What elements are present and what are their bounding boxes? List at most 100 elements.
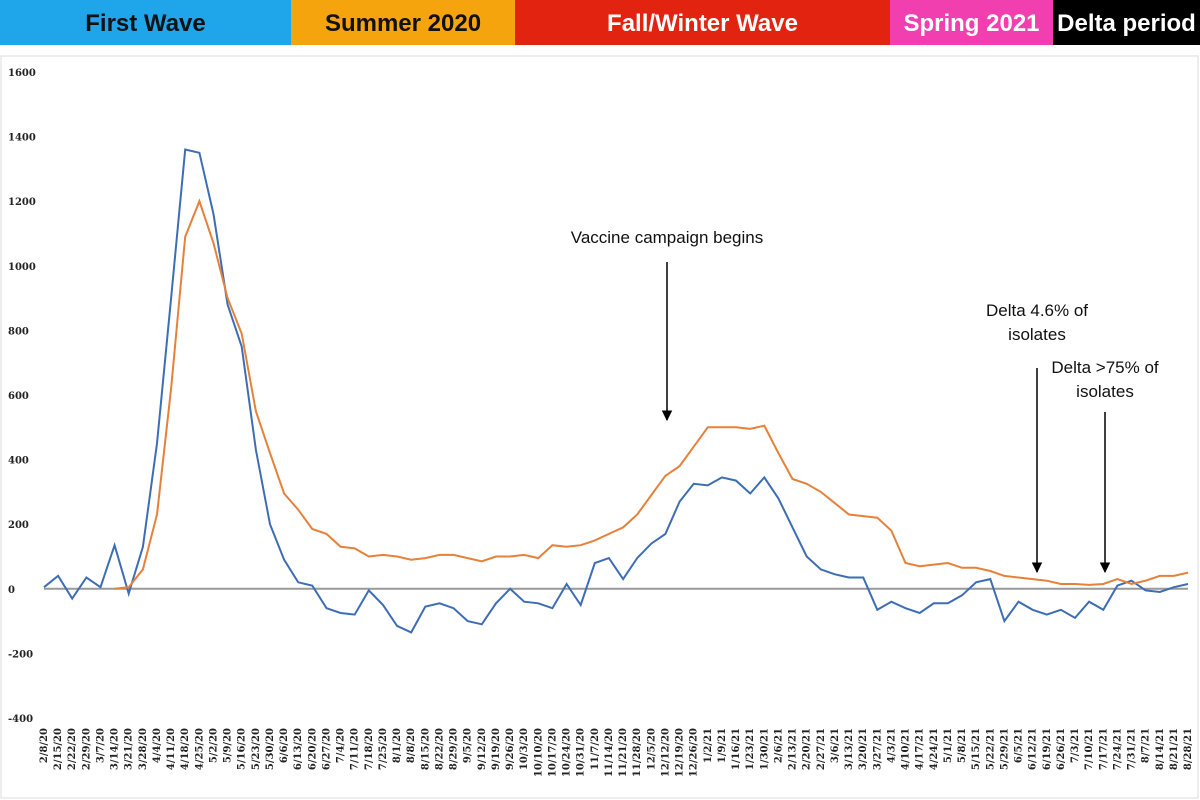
x-tick-label: 5/9/20 xyxy=(223,728,234,763)
period-label: Delta period xyxy=(1057,10,1196,37)
y-tick-label: 1000 xyxy=(8,262,36,273)
x-tick-label: 4/17/21 xyxy=(915,728,926,770)
chart-frame xyxy=(0,55,1199,799)
annotation: isolates xyxy=(1076,382,1134,401)
x-tick-label: 1/30/21 xyxy=(759,728,770,770)
period-label: Fall/Winter Wave xyxy=(607,10,798,37)
x-tick-label: 11/7/20 xyxy=(590,728,601,770)
x-tick-label: 9/19/20 xyxy=(491,728,502,770)
x-tick-label: 1/16/21 xyxy=(731,728,742,770)
x-tick-label: 4/24/21 xyxy=(929,728,940,770)
x-tick-label: 7/17/21 xyxy=(1098,728,1109,770)
x-tick-label: 5/16/20 xyxy=(237,728,248,770)
x-tick-label: 8/22/20 xyxy=(434,728,445,770)
x-tick-label: 9/12/20 xyxy=(477,728,488,770)
x-tick-label: 4/18/20 xyxy=(180,728,191,770)
annotation: Delta 4.6% of xyxy=(986,301,1088,320)
x-tick-label: 2/29/20 xyxy=(81,728,92,770)
x-tick-label: 10/24/20 xyxy=(562,728,573,777)
y-tick-label: 400 xyxy=(8,456,29,467)
period-band xyxy=(291,0,515,45)
x-tick-label: 12/19/20 xyxy=(675,728,686,777)
x-tick-label: 8/7/21 xyxy=(1141,728,1152,763)
x-tick-label: 7/3/21 xyxy=(1070,728,1081,763)
x-tick-label: 2/15/20 xyxy=(53,728,64,770)
x-tick-label: 6/6/20 xyxy=(279,728,290,763)
x-tick-label: 12/5/20 xyxy=(646,728,657,770)
x-tick-label: 6/12/21 xyxy=(1028,728,1039,770)
period-label: First Wave xyxy=(85,10,205,37)
x-tick-label: 6/19/21 xyxy=(1042,728,1053,770)
x-tick-label: 2/22/20 xyxy=(67,728,78,770)
x-tick-label: 5/1/21 xyxy=(943,728,954,763)
y-tick-label: -400 xyxy=(8,714,33,725)
period-band xyxy=(1053,0,1200,45)
x-tick-label: 2/20/21 xyxy=(802,728,813,770)
x-tick-label: 8/1/20 xyxy=(392,728,403,763)
x-tick-label: 6/20/20 xyxy=(307,728,318,770)
x-tick-label: 1/23/21 xyxy=(745,728,756,770)
x-tick-label: 3/27/21 xyxy=(872,728,883,770)
x-tick-label: 5/22/21 xyxy=(985,728,996,770)
x-tick-label: 2/13/21 xyxy=(788,728,799,770)
x-tick-label: 10/17/20 xyxy=(547,728,558,777)
x-tick-label: 9/26/20 xyxy=(505,728,516,770)
y-tick-label: 0 xyxy=(8,585,15,596)
x-tick-label: 5/30/20 xyxy=(265,728,276,770)
x-tick-label: 11/21/20 xyxy=(618,728,629,777)
y-tick-label: 1200 xyxy=(8,197,36,208)
x-tick-label: 4/10/21 xyxy=(901,728,912,770)
x-tick-label: 7/11/20 xyxy=(350,728,361,770)
period-band xyxy=(0,0,291,45)
x-tick-label: 3/28/20 xyxy=(138,728,149,770)
x-tick-label: 4/4/20 xyxy=(152,728,163,763)
x-tick-label: 8/14/21 xyxy=(1155,728,1166,770)
period-band xyxy=(515,0,890,45)
series-line xyxy=(43,148,1189,634)
x-tick-label: 8/29/20 xyxy=(449,728,460,770)
x-tick-label: 7/18/20 xyxy=(364,728,375,770)
x-tick-label: 6/13/20 xyxy=(293,728,304,770)
x-tick-label: 5/2/20 xyxy=(208,728,219,763)
y-tick-label: 600 xyxy=(8,391,29,402)
x-tick-label: 3/7/20 xyxy=(95,728,106,763)
x-tick-label: 4/25/20 xyxy=(194,728,205,770)
x-tick-label: 1/9/21 xyxy=(717,728,728,763)
x-tick-label: 5/23/20 xyxy=(251,728,262,770)
x-tick-label: 2/27/21 xyxy=(816,728,827,770)
x-tick-label: 2/8/20 xyxy=(39,728,50,763)
period-label: Spring 2021 xyxy=(903,10,1039,37)
x-tick-label: 10/31/20 xyxy=(576,728,587,777)
y-tick-label: 200 xyxy=(8,520,29,531)
x-tick-label: 5/8/21 xyxy=(957,728,968,763)
x-tick-label: 3/13/21 xyxy=(844,728,855,770)
x-tick-label: 12/12/20 xyxy=(660,728,671,777)
x-tick-label: 7/31/21 xyxy=(1127,728,1138,770)
x-tick-label: 4/11/20 xyxy=(166,728,177,770)
period-label: Summer 2020 xyxy=(325,10,481,37)
y-tick-label: 1600 xyxy=(8,68,36,79)
x-tick-label: 5/29/21 xyxy=(999,728,1010,770)
x-tick-label: 12/26/20 xyxy=(689,728,700,777)
y-tick-label: -200 xyxy=(8,649,33,660)
x-tick-label: 10/3/20 xyxy=(519,728,530,770)
x-tick-label: 8/28/21 xyxy=(1183,728,1194,770)
x-tick-label: 6/5/21 xyxy=(1014,728,1025,763)
x-tick-label: 3/21/20 xyxy=(124,728,135,770)
x-tick-label: 11/14/20 xyxy=(604,728,615,777)
x-tick-label: 6/26/21 xyxy=(1056,728,1067,770)
series-line xyxy=(114,198,1189,590)
x-tick-label: 1/2/21 xyxy=(703,728,714,763)
period-band xyxy=(890,0,1053,45)
x-tick-label: 11/28/20 xyxy=(632,728,643,777)
x-tick-label: 8/21/21 xyxy=(1169,728,1180,770)
x-tick-label: 2/6/21 xyxy=(773,728,784,763)
x-tick-label: 10/10/20 xyxy=(533,728,544,777)
y-tick-label: 800 xyxy=(8,326,29,337)
x-tick-label: 7/24/21 xyxy=(1112,728,1123,770)
x-tick-label: 3/6/21 xyxy=(830,728,841,763)
x-tick-label: 7/10/21 xyxy=(1084,728,1095,770)
x-tick-label: 3/20/21 xyxy=(858,728,869,770)
x-tick-label: 9/5/20 xyxy=(463,728,474,763)
